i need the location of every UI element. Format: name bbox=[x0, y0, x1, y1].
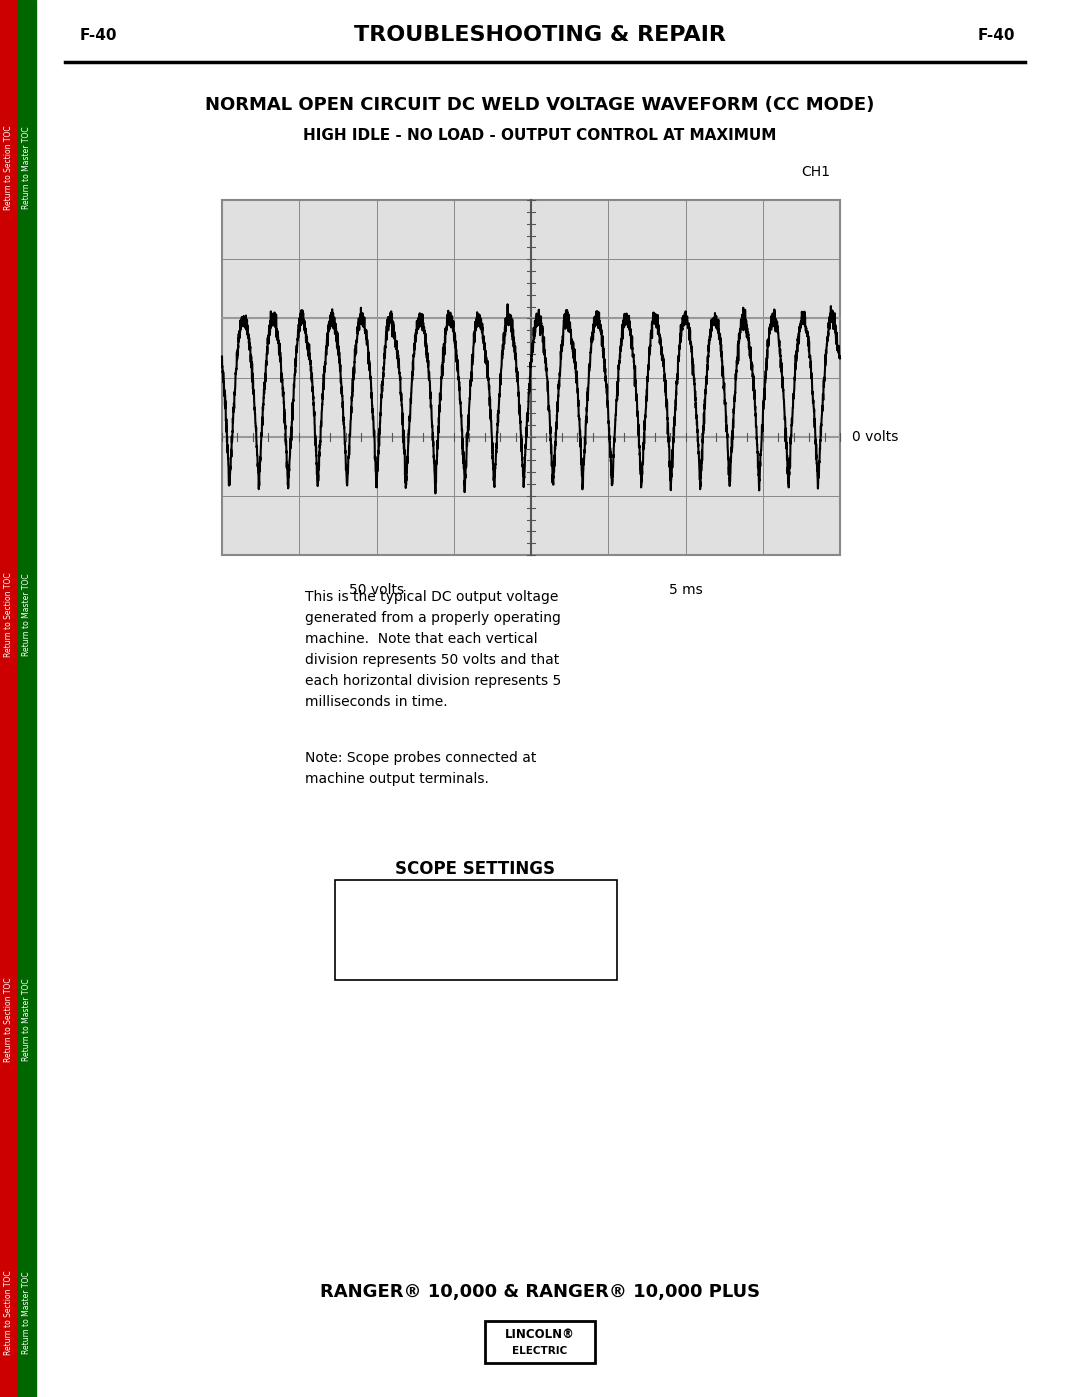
Text: Return to Master TOC: Return to Master TOC bbox=[23, 126, 31, 210]
Text: 5 ms: 5 ms bbox=[669, 583, 702, 597]
Text: TROUBLESHOOTING & REPAIR: TROUBLESHOOTING & REPAIR bbox=[354, 25, 726, 45]
Text: HIGH IDLE - NO LOAD - OUTPUT CONTROL AT MAXIMUM: HIGH IDLE - NO LOAD - OUTPUT CONTROL AT … bbox=[303, 127, 777, 142]
Bar bbox=[18, 0, 36, 1397]
Bar bbox=[485, 1322, 595, 1363]
Text: Trigger..........................Internal: Trigger..........................Interna… bbox=[343, 958, 538, 972]
Text: 50 volts: 50 volts bbox=[349, 583, 404, 597]
Text: RANGER® 10,000 & RANGER® 10,000 PLUS: RANGER® 10,000 & RANGER® 10,000 PLUS bbox=[320, 1282, 760, 1301]
Text: Return to Master TOC: Return to Master TOC bbox=[23, 1271, 31, 1355]
Text: division represents 50 volts and that: division represents 50 volts and that bbox=[305, 652, 559, 666]
Text: Return to Section TOC: Return to Section TOC bbox=[4, 126, 14, 210]
Text: each horizontal division represents 5: each horizontal division represents 5 bbox=[305, 673, 562, 687]
Bar bbox=[335, 880, 617, 981]
Text: Coupling ............................DC: Coupling ............................DC bbox=[343, 936, 532, 949]
Text: 0 volts: 0 volts bbox=[852, 430, 899, 444]
Text: Return to Section TOC: Return to Section TOC bbox=[4, 573, 14, 657]
Text: F-40: F-40 bbox=[977, 28, 1015, 42]
Text: machine output terminals.: machine output terminals. bbox=[305, 773, 489, 787]
Text: Return to Section TOC: Return to Section TOC bbox=[4, 978, 14, 1062]
Text: This is the typical DC output voltage: This is the typical DC output voltage bbox=[305, 590, 558, 604]
Text: LINCOLN®: LINCOLN® bbox=[505, 1327, 575, 1341]
Text: Horizontal Sweep.....5 ms/Div.: Horizontal Sweep.....5 ms/Div. bbox=[343, 914, 530, 926]
Text: Return to Section TOC: Return to Section TOC bbox=[4, 1271, 14, 1355]
Text: generated from a properly operating: generated from a properly operating bbox=[305, 610, 561, 624]
Bar bbox=[0, 0, 18, 1397]
Bar bbox=[222, 200, 840, 555]
Text: F-40: F-40 bbox=[80, 28, 118, 42]
Text: SCOPE SETTINGS: SCOPE SETTINGS bbox=[395, 861, 555, 877]
Text: machine.  Note that each vertical: machine. Note that each vertical bbox=[305, 631, 538, 645]
Text: Return to Master TOC: Return to Master TOC bbox=[23, 573, 31, 657]
Text: ELECTRIC: ELECTRIC bbox=[512, 1345, 568, 1356]
Text: milliseconds in time.: milliseconds in time. bbox=[305, 694, 447, 710]
Text: CH1: CH1 bbox=[801, 165, 831, 179]
Text: Note: Scope probes connected at: Note: Scope probes connected at bbox=[305, 752, 537, 766]
Text: NORMAL OPEN CIRCUIT DC WELD VOLTAGE WAVEFORM (CC MODE): NORMAL OPEN CIRCUIT DC WELD VOLTAGE WAVE… bbox=[205, 96, 875, 115]
Text: Volts/Div.....................50V/Div.: Volts/Div.....................50V/Div. bbox=[343, 890, 534, 902]
Text: Return to Master TOC: Return to Master TOC bbox=[23, 978, 31, 1062]
